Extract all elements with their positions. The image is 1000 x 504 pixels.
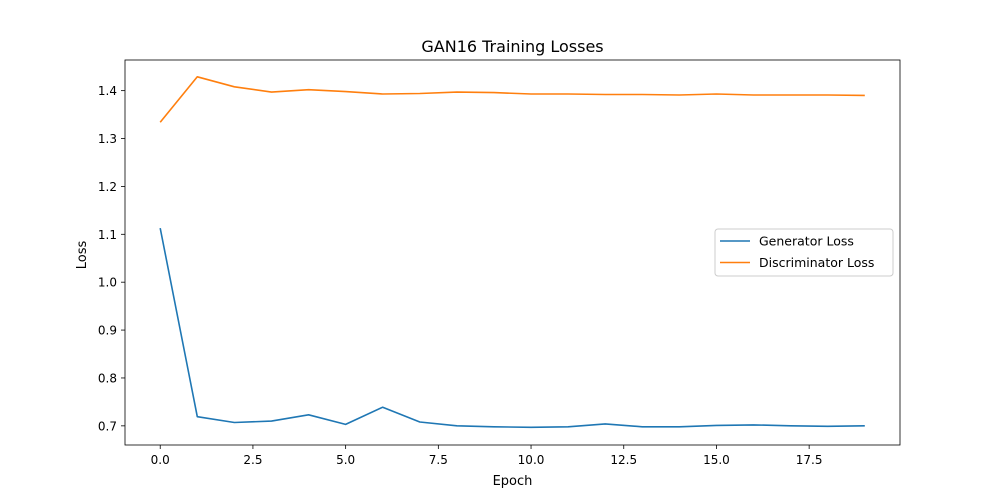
legend-label-0: Generator Loss	[759, 234, 854, 249]
x-tick-label: 5.0	[336, 453, 355, 467]
x-tick-label: 2.5	[243, 453, 262, 467]
y-tick-label: 1.4	[98, 84, 117, 98]
y-tick-label: 0.9	[98, 324, 117, 338]
series-line-0	[159, 227, 865, 429]
legend-label-1: Discriminator Loss	[759, 255, 874, 270]
chart-title: GAN16 Training Losses	[421, 37, 603, 56]
x-axis-ticks: 0.0 2.5 5.0 7.5 10.0 12.5 15.0 17.5	[151, 445, 823, 467]
x-tick-label: 17.5	[796, 453, 823, 467]
y-tick-label: 0.7	[98, 419, 117, 433]
x-tick-label: 15.0	[703, 453, 730, 467]
series-lines	[159, 76, 865, 429]
y-tick-label: 1.0	[98, 276, 117, 290]
plot-area-frame	[124, 59, 901, 446]
y-tick-label: 0.8	[98, 371, 117, 385]
x-tick-label: 7.5	[429, 453, 448, 467]
x-tick-label: 10.0	[518, 453, 545, 467]
series-line-1	[159, 76, 865, 123]
x-tick-label: 12.5	[610, 453, 637, 467]
legend-box	[714, 228, 894, 277]
y-tick-label: 1.1	[98, 228, 117, 242]
y-axis-ticks: 0.7 0.8 0.9 1.0 1.1 1.2 1.3 1.4	[98, 84, 125, 433]
y-tick-label: 1.3	[98, 132, 117, 146]
y-axis-label: Loss	[75, 241, 90, 270]
legend: Generator Loss Discriminator Loss	[714, 228, 894, 277]
y-tick-label: 1.2	[98, 180, 117, 194]
x-axis-label: Epoch	[493, 474, 533, 489]
x-tick-label: 0.0	[151, 453, 170, 467]
